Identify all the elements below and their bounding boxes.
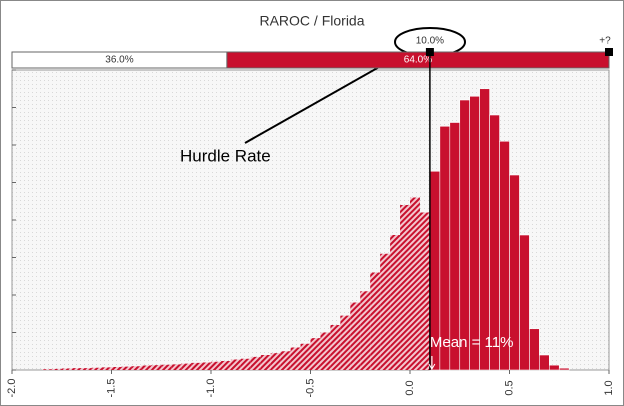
- bar: [240, 358, 251, 370]
- bar: [360, 291, 371, 370]
- bar: [211, 361, 221, 370]
- bar: [121, 366, 132, 370]
- bar: [300, 343, 311, 370]
- x-tick-label: 0.5: [503, 380, 515, 395]
- x-tick-label: -1.0: [205, 379, 217, 398]
- bar: [161, 364, 172, 370]
- bar: [151, 365, 162, 370]
- x-tick-label: 1.0: [603, 380, 615, 395]
- bar: [419, 212, 430, 370]
- bar: [449, 122, 461, 371]
- bar: [280, 351, 291, 370]
- bar: [250, 356, 261, 370]
- bar: [380, 253, 391, 370]
- right-handle: [605, 48, 613, 56]
- bar: [260, 355, 271, 370]
- bar: [111, 367, 122, 370]
- bar: [558, 367, 570, 371]
- bar: [41, 369, 52, 370]
- bar: [171, 364, 182, 370]
- bar: [489, 114, 500, 371]
- split-label: 64.0%: [404, 55, 432, 66]
- bar: [519, 234, 530, 371]
- bar: [191, 362, 202, 370]
- bar: [390, 235, 401, 370]
- bar: [181, 363, 192, 370]
- bar: [310, 338, 321, 370]
- x-tick-label: 0.0: [404, 380, 416, 395]
- bar: [101, 367, 112, 370]
- bar: [81, 368, 92, 370]
- right-label: +?: [599, 36, 611, 47]
- bar: [548, 364, 560, 371]
- bar: [350, 302, 361, 370]
- bar: [51, 368, 62, 370]
- bar: [469, 95, 480, 371]
- chart-title: RAROC / Florida: [259, 13, 364, 29]
- x-tick-label: -1.5: [105, 379, 117, 398]
- x-tick-label: -0.5: [304, 379, 316, 398]
- split-label: 36.0%: [105, 55, 133, 66]
- bar: [459, 99, 470, 371]
- hurdle-handle: [425, 48, 434, 56]
- bar: [320, 332, 331, 370]
- bar: [270, 353, 281, 370]
- bar: [340, 315, 351, 370]
- bar: [230, 359, 241, 370]
- bar: [529, 328, 540, 371]
- bar: [220, 361, 231, 370]
- hurdle-label: 10.0%: [416, 36, 444, 47]
- bar: [370, 272, 381, 370]
- bar: [330, 325, 341, 370]
- mean-label: Mean = 11%: [430, 334, 514, 351]
- x-tick-label: -2.0: [6, 379, 18, 398]
- bar: [290, 347, 301, 370]
- bar: [61, 368, 72, 370]
- bar: [131, 366, 142, 370]
- annotation-arrow: [244, 53, 404, 144]
- annotation: Hurdle Rate: [180, 146, 271, 165]
- split-right: [226, 51, 610, 69]
- bar: [400, 205, 410, 370]
- bar: [539, 354, 550, 371]
- bar: [91, 367, 102, 370]
- bar: [71, 368, 82, 370]
- mean-arrow-head: [428, 363, 436, 370]
- bar: [141, 365, 152, 370]
- bar: [201, 362, 211, 370]
- bar: [410, 197, 420, 370]
- bar: [479, 88, 490, 371]
